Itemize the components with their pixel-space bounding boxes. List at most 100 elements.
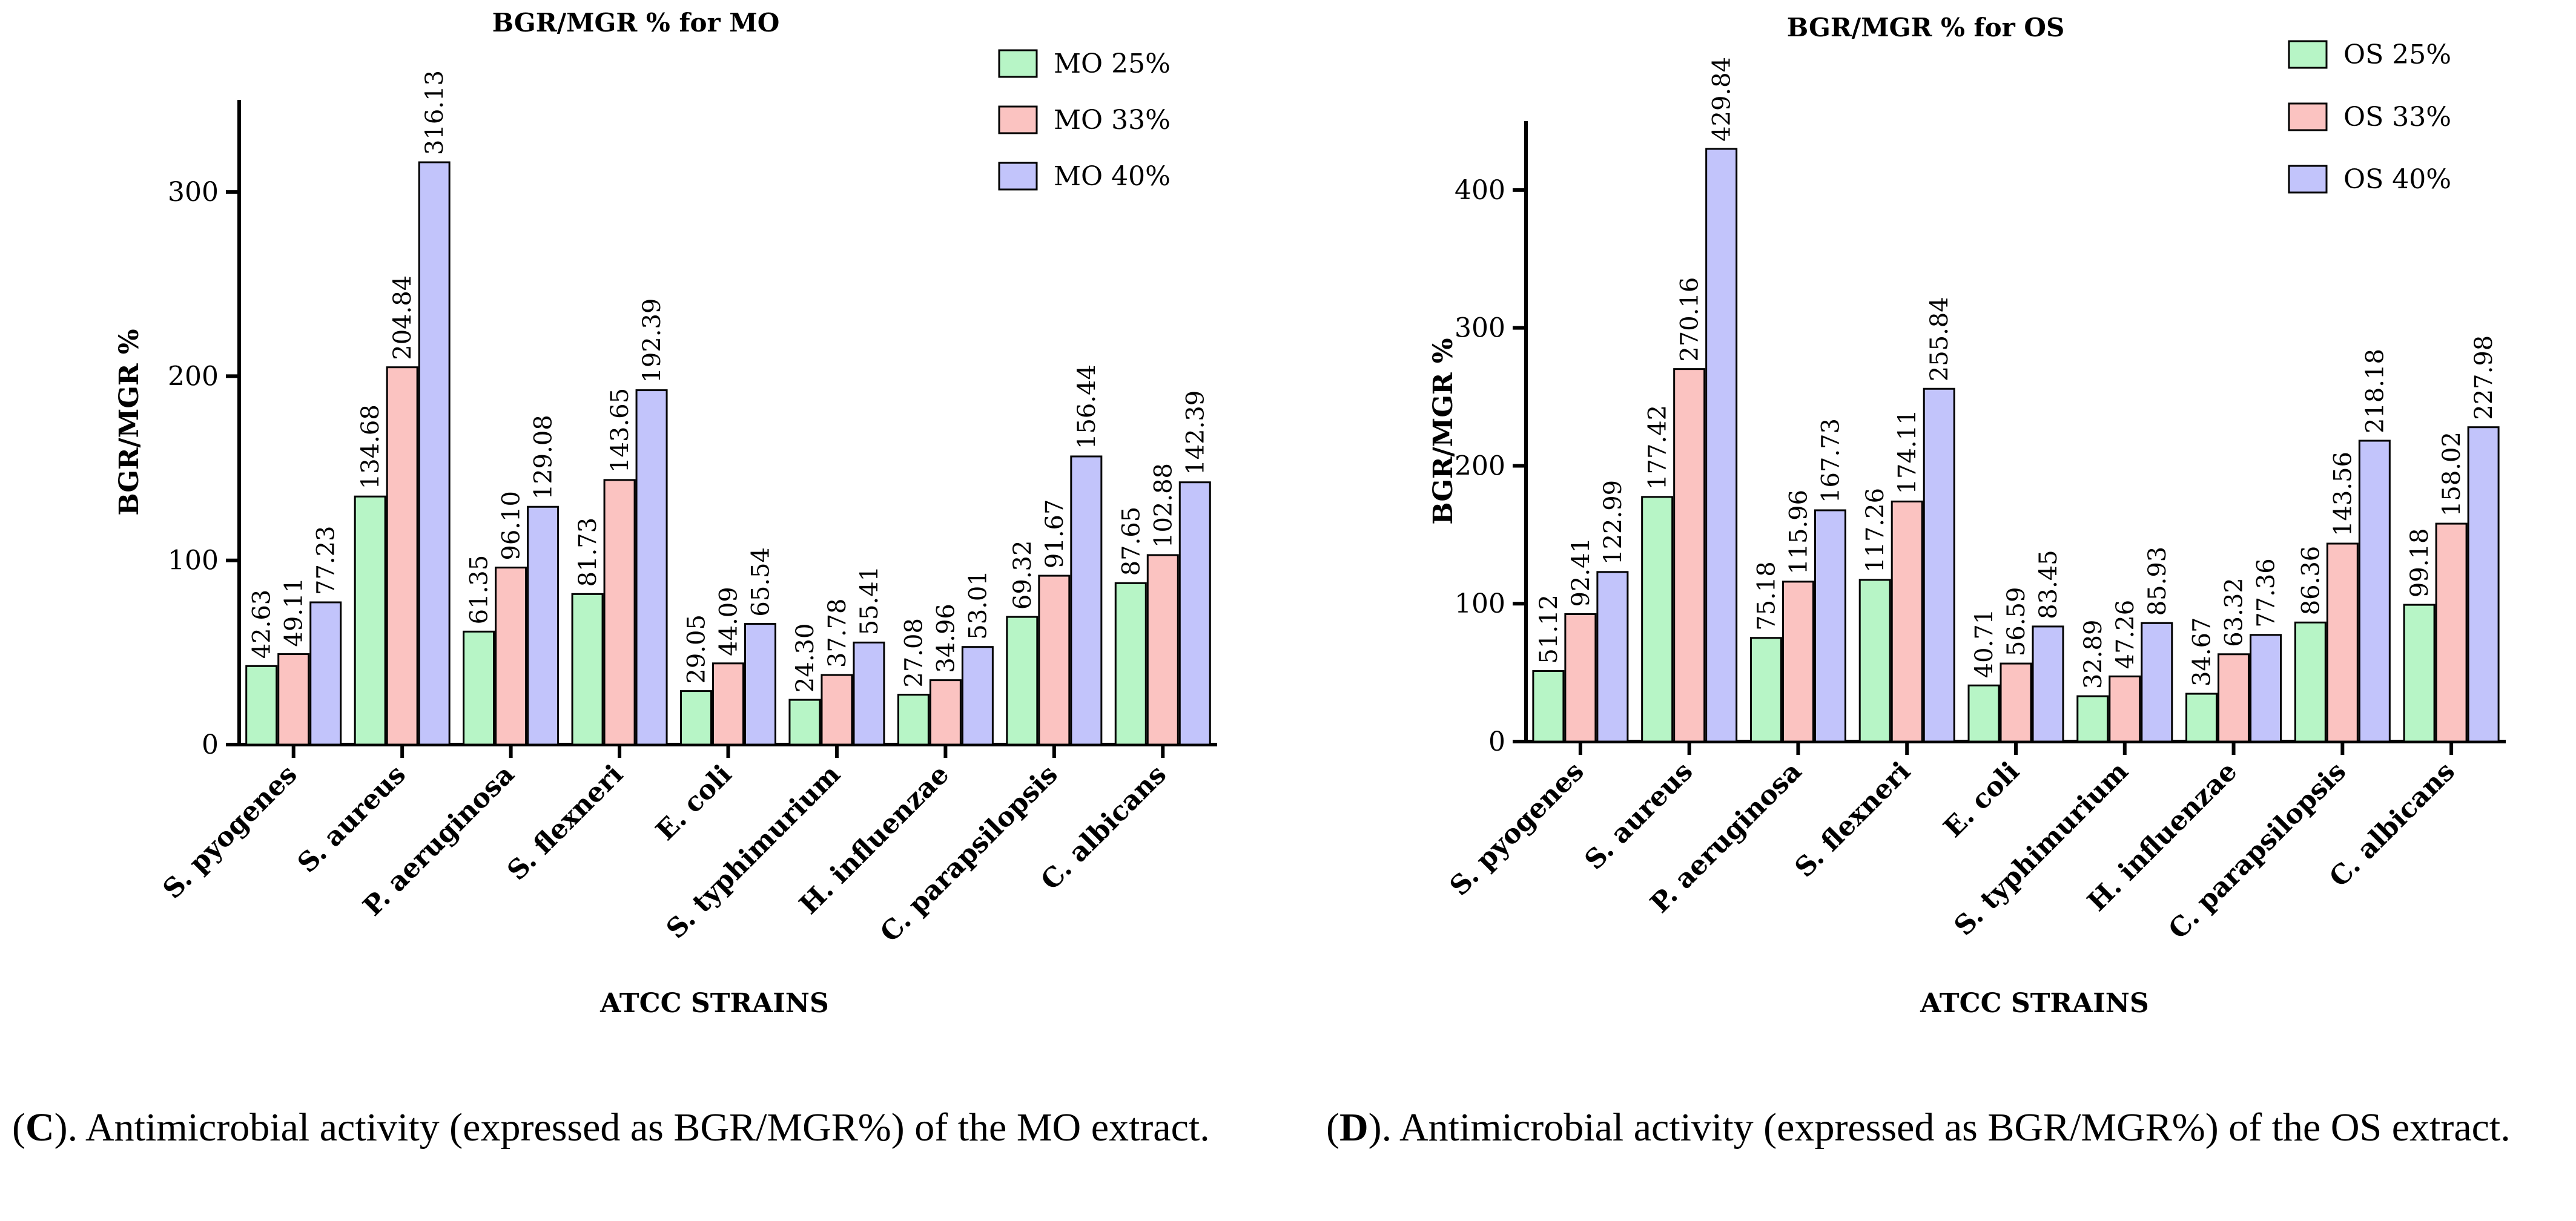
bar-mo-2-0: [309, 601, 342, 746]
y-tick-label: 0: [1488, 726, 1505, 757]
bar-value-label: 134.68: [357, 404, 385, 489]
bar-mo-1-3: [603, 479, 636, 746]
category-label: S. pyogenes: [157, 759, 303, 905]
bar-mo-2-6: [961, 646, 994, 746]
bar-value-label: 99.18: [2406, 528, 2434, 598]
bar-os-1-6: [2218, 653, 2250, 743]
bar-os-2-6: [2250, 634, 2282, 743]
bar-value-label: 47.26: [2112, 600, 2139, 670]
bar-value-label: 32.89: [2079, 620, 2107, 689]
bar-value-label: 77.23: [312, 525, 340, 595]
x-axis-title: ATCC STRAINS: [599, 988, 829, 1019]
bar-os-0-0: [1532, 670, 1565, 743]
bar-value-label: 55.41: [856, 566, 883, 636]
legend-swatch-mo-1: [998, 105, 1038, 134]
bar-mo-2-5: [853, 641, 885, 746]
bar-value-label: 51.12: [1535, 594, 1563, 664]
bar-value-label: 85.93: [2144, 547, 2171, 616]
category-label: C. parapsilopsis: [874, 759, 1064, 949]
caption-c-letter: C: [25, 1105, 54, 1150]
bar-os-0-5: [2076, 695, 2109, 743]
bar-os-1-4: [2000, 662, 2032, 743]
bar-mo-0-8: [1114, 582, 1147, 746]
bar-os-0-7: [2294, 621, 2327, 743]
bar-value-label: 192.39: [638, 298, 666, 383]
bar-value-label: 40.71: [1970, 609, 1998, 679]
bar-value-label: 92.41: [1567, 538, 1595, 607]
category-label: E. coli: [650, 759, 738, 847]
bar-mo-1-4: [712, 662, 744, 746]
bar-value-label: 24.30: [791, 624, 819, 693]
bar-value-label: 204.84: [389, 275, 417, 360]
y-axis-title: BGR/MGR %: [1428, 338, 1459, 524]
legend-label: OS 40%: [2343, 164, 2451, 195]
bar-value-label: 87.65: [1117, 507, 1145, 576]
bar-value-label: 83.45: [2035, 550, 2062, 619]
bar-value-label: 61.35: [466, 555, 494, 625]
bar-mo-0-6: [897, 694, 930, 746]
bar-mo-2-7: [1070, 455, 1103, 746]
category-label: S. flexneri: [501, 759, 629, 887]
bar-mo-2-2: [527, 505, 560, 746]
bar-value-label: 37.78: [824, 599, 851, 668]
bar-value-label: 143.56: [2329, 452, 2357, 536]
bar-os-2-1: [1705, 148, 1738, 743]
bar-value-label: 167.73: [1817, 418, 1844, 503]
bar-mo-1-5: [821, 674, 853, 746]
legend-swatch-mo-0: [998, 49, 1038, 78]
bar-os-1-0: [1564, 613, 1597, 743]
bar-mo-0-2: [463, 630, 495, 746]
bar-mo-1-1: [386, 366, 418, 746]
legend-swatch-os-0: [2288, 40, 2328, 69]
chart-mo: BGR/MGR % for MO BGR/MGR % ATCC STRAINS 0 10…: [114, 8, 1217, 1019]
y-axis-title: BGR/MGR %: [114, 329, 145, 515]
bar-os-1-8: [2435, 522, 2468, 743]
caption-c-open: (: [12, 1105, 25, 1150]
bar-os-2-5: [2141, 622, 2173, 743]
y-tick-label: 0: [202, 729, 219, 760]
bar-value-label: 122.99: [1599, 480, 1627, 565]
bar-os-2-7: [2358, 439, 2391, 743]
bar-value-label: 227.98: [2470, 335, 2498, 420]
bar-value-label: 91.67: [1041, 499, 1069, 569]
bar-value-label: 270.16: [1676, 277, 1704, 362]
bar-value-label: 142.39: [1181, 390, 1209, 475]
bar-os-0-3: [1858, 579, 1891, 743]
category-label: S. flexneri: [1789, 756, 1917, 884]
bar-os-0-8: [2403, 604, 2436, 743]
bar-value-label: 65.54: [747, 547, 775, 617]
y-tick-label: 100: [1455, 588, 1505, 619]
bar-mo-0-4: [680, 690, 712, 746]
bar-value-label: 77.36: [2253, 558, 2280, 628]
bar-os-0-2: [1749, 637, 1782, 743]
bar-value-label: 29.05: [683, 614, 711, 684]
bar-value-label: 75.18: [1752, 561, 1780, 631]
legend-swatch-os-1: [2288, 102, 2328, 131]
bar-mo-0-5: [788, 699, 821, 746]
bar-value-label: 117.26: [1861, 488, 1889, 573]
chart-os: BGR/MGR % for OS BGR/MGR % ATCC STRAINS 0 10…: [1428, 13, 2506, 1019]
bar-os-2-2: [1814, 509, 1846, 743]
bar-mo-1-2: [495, 567, 527, 746]
bar-mo-2-1: [418, 161, 451, 746]
legend-label: MO 33%: [1054, 105, 1171, 136]
bar-mo-0-1: [354, 495, 386, 746]
bar-value-label: 49.11: [280, 578, 308, 647]
category-label: S. aureus: [1579, 756, 1699, 876]
bar-value-label: 96.10: [498, 491, 526, 561]
bar-value-label: 429.84: [1708, 57, 1736, 142]
bar-value-label: 102.88: [1149, 463, 1177, 548]
bar-os-2-0: [1596, 571, 1629, 743]
bar-value-label: 143.65: [606, 388, 634, 473]
bar-os-1-1: [1673, 368, 1706, 743]
bar-value-label: 255.84: [1926, 297, 1953, 381]
category-label: S. pyogenes: [1444, 756, 1590, 902]
bar-value-label: 27.08: [900, 618, 928, 688]
x-axis-title: ATCC STRAINS: [1920, 988, 2149, 1019]
bar-os-2-3: [1923, 387, 1955, 743]
caption-d-letter: D: [1339, 1105, 1369, 1150]
bar-mo-0-7: [1006, 616, 1039, 746]
chart-title: BGR/MGR % for OS: [1787, 13, 2065, 42]
bar-value-label: 86.36: [2297, 546, 2325, 616]
bar-value-label: 177.42: [1644, 405, 1672, 490]
